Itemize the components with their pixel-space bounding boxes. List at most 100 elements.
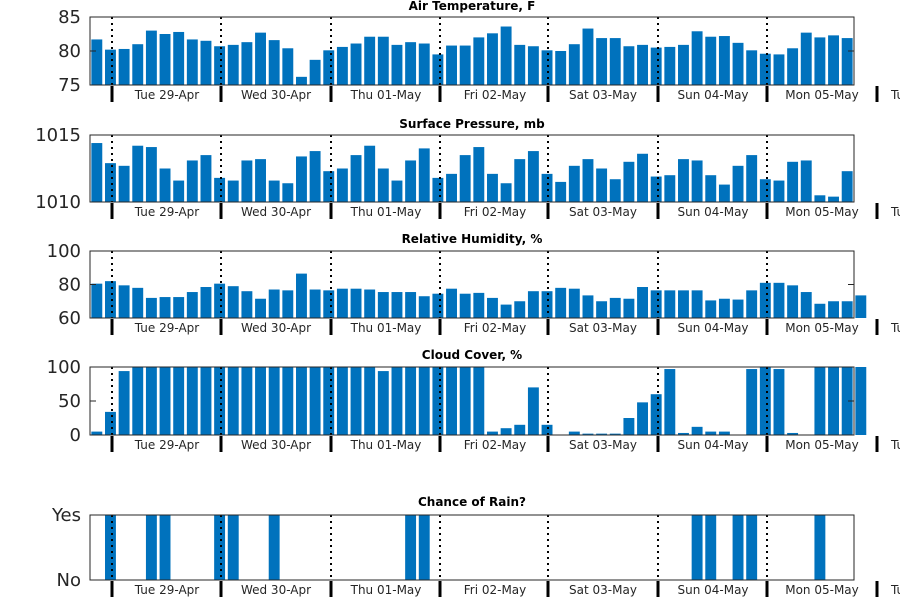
x-tick-label: Sat 03-May — [569, 583, 637, 597]
x-tick-label: Sun 04-May — [677, 88, 748, 102]
x-day-tick-mark — [438, 86, 442, 102]
bar — [746, 515, 758, 580]
bar — [227, 367, 239, 435]
bar — [159, 297, 171, 318]
bar — [500, 183, 512, 202]
bar — [214, 367, 226, 435]
bar — [282, 290, 294, 318]
x-day-tick-mark — [329, 319, 333, 335]
bar — [705, 300, 717, 318]
bar — [377, 371, 389, 435]
bar — [487, 297, 498, 318]
x-tick-label: Sat 03-May — [569, 205, 637, 219]
bar — [296, 273, 307, 318]
bar — [446, 367, 457, 435]
bar — [186, 39, 198, 85]
bar — [227, 180, 239, 202]
x-tick-label: Sun 04-May — [677, 321, 748, 335]
x-day-tick-mark — [546, 203, 550, 219]
bar — [418, 43, 430, 85]
x-day-tick-mark — [219, 86, 223, 102]
bar — [173, 367, 185, 435]
bar — [350, 367, 362, 435]
bar — [787, 432, 799, 435]
bar — [227, 44, 239, 85]
x-tick-label: Sun 04-May — [677, 205, 748, 219]
x-tick-label: Tue 06-May — [890, 205, 900, 219]
x-tick-label: Sat 03-May — [569, 321, 637, 335]
bar — [514, 44, 526, 85]
y-tick-label: 80 — [58, 275, 81, 296]
bar — [391, 292, 403, 318]
bar — [759, 282, 771, 318]
x-tick-label: Tue 29-Apr — [134, 88, 199, 102]
bar — [350, 43, 362, 85]
x-day-tick-mark — [438, 319, 442, 335]
bar — [650, 394, 662, 435]
bar — [145, 367, 157, 435]
bar — [800, 292, 812, 318]
cloud-cover-title: Cloud Cover, % — [422, 348, 522, 362]
bar — [746, 50, 758, 85]
bar — [759, 179, 771, 202]
bar — [186, 292, 198, 318]
bar — [241, 367, 253, 435]
y-tick-label: Yes — [51, 505, 81, 526]
bar — [609, 179, 621, 202]
bar — [200, 287, 212, 318]
bar — [446, 173, 457, 202]
bar — [487, 173, 498, 202]
x-tick-label: Fri 02-May — [464, 583, 527, 597]
bar — [309, 59, 321, 85]
bar — [159, 168, 171, 202]
bar — [200, 155, 212, 202]
x-day-tick-mark — [110, 86, 114, 102]
y-tick-label: 60 — [58, 308, 81, 329]
x-day-tick-mark — [110, 319, 114, 335]
bar — [500, 428, 512, 435]
bar — [268, 367, 280, 435]
bar — [568, 431, 580, 435]
x-day-tick-mark — [875, 319, 879, 335]
y-tick-label: 100 — [47, 241, 81, 262]
bar — [732, 42, 744, 85]
bar — [432, 54, 444, 85]
bar — [268, 40, 280, 85]
bar — [268, 180, 280, 202]
bar — [732, 299, 744, 318]
bar — [105, 281, 116, 318]
x-day-tick-mark — [219, 581, 223, 597]
bar — [678, 44, 689, 85]
air-temperature-panel: Air Temperature, F 75 80 85 Tue 29-Apr Wed 30… — [58, 0, 900, 102]
bar — [596, 168, 608, 202]
bar — [841, 367, 853, 435]
bar — [596, 38, 608, 85]
bar — [787, 48, 799, 85]
x-day-tick-mark — [329, 436, 333, 452]
bar — [637, 287, 648, 318]
bar — [855, 367, 867, 435]
bar — [609, 297, 621, 318]
y-tick-label: 75 — [58, 75, 81, 96]
x-tick-label: Mon 05-May — [785, 438, 859, 452]
bar — [637, 402, 648, 435]
bar — [691, 426, 703, 435]
bar — [623, 418, 635, 435]
x-tick-label: Wed 30-Apr — [241, 321, 311, 335]
bar — [678, 159, 689, 202]
bar — [296, 367, 307, 435]
bar — [173, 180, 185, 202]
bar — [186, 160, 198, 202]
bar — [623, 298, 635, 318]
bar — [828, 196, 839, 202]
bar — [773, 54, 785, 85]
bar — [173, 297, 185, 318]
x-tick-label: Fri 02-May — [464, 321, 527, 335]
bar — [500, 304, 512, 318]
bar — [282, 48, 294, 85]
bar — [91, 283, 103, 318]
y-tick-label: 0 — [70, 425, 81, 446]
bar — [405, 367, 417, 435]
bar — [596, 301, 608, 318]
